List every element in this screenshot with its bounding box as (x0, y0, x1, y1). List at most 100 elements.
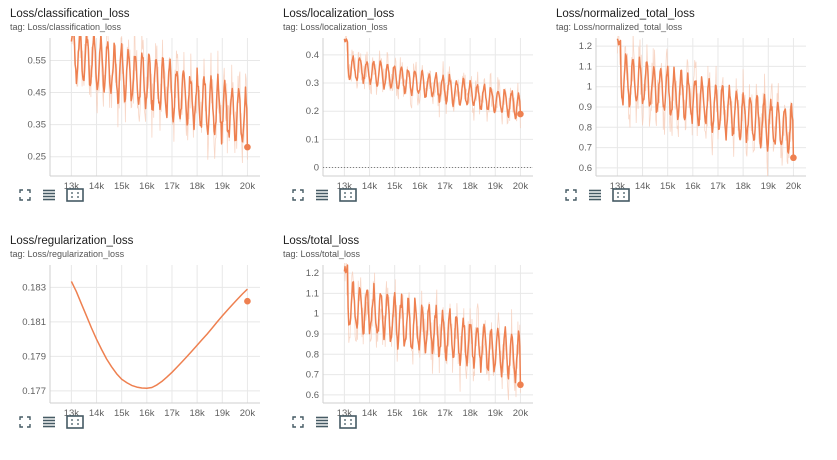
fullscreen-icon[interactable] (291, 415, 305, 429)
x-tick-label: 15k (660, 181, 676, 192)
line-chart[interactable]: 0.177 0.179 0.181 0.183 13k 14k 15k 16k 17k 18k 19… (10, 263, 268, 419)
x-tick-label: 14k (362, 408, 378, 419)
fit-domain-icon[interactable] (612, 188, 630, 202)
y-tick-label: 1.1 (579, 61, 592, 72)
fullscreen-icon[interactable] (18, 188, 32, 202)
y-tick-label: 0.8 (579, 122, 592, 133)
x-tick-label: 20k (240, 408, 256, 419)
x-tick-label: 20k (513, 408, 529, 419)
y-tick-label: 0.9 (306, 329, 319, 340)
y-tick-label: 0.35 (28, 120, 47, 131)
smoothed-series-line (616, 38, 795, 158)
x-tick-label: 15k (114, 181, 130, 192)
x-tick-label: 16k (139, 181, 155, 192)
x-tick-label: 16k (139, 408, 155, 419)
x-tick-label: 15k (387, 181, 403, 192)
x-tick-label: 17k (710, 181, 726, 192)
x-tick-label: 13k (337, 181, 353, 192)
y-tick-label: 0.7 (579, 143, 592, 154)
x-tick-label: 13k (610, 181, 626, 192)
y-tick-label: 0.8 (306, 349, 319, 360)
chart-card: Loss/classification_loss tag: Loss/classi… (10, 8, 278, 233)
line-chart[interactable]: 0 0.1 0.2 0.3 0.4 13k 14k 15k 16k 17k 18k 19k 20k (283, 36, 541, 192)
chart-card: Loss/total_loss tag: Loss/total_loss 0.6 0.… (283, 235, 551, 460)
x-tick-label: 15k (114, 408, 130, 419)
last-value-point[interactable] (244, 143, 251, 151)
y-tick-label: 0.181 (22, 317, 46, 328)
x-tick-label: 17k (164, 408, 180, 419)
last-value-point[interactable] (790, 154, 797, 162)
chart-tag: tag: Loss/normalized_total_loss (556, 22, 683, 32)
y-tick-label: 0.6 (306, 390, 319, 401)
line-chart[interactable]: 0.25 0.35 0.45 0.55 13k 14k 15k 16k 17k 18k 19k 20k (10, 36, 268, 192)
chart-card: Loss/localization_loss tag: Loss/localiza… (283, 8, 551, 233)
data-table-icon[interactable] (42, 415, 56, 429)
chart-title: Loss/regularization_loss (10, 235, 134, 247)
y-tick-label: 0.183 (22, 282, 46, 293)
x-tick-label: 13k (64, 181, 80, 192)
x-tick-label: 13k (337, 408, 353, 419)
line-chart[interactable]: 0.6 0.7 0.8 0.9 1 1.1 1.2 13k 14k 15k 16k 17k 18k 19k… (556, 36, 814, 192)
x-tick-label: 15k (387, 408, 403, 419)
y-tick-label: 0.25 (28, 152, 47, 163)
data-table-icon[interactable] (588, 188, 602, 202)
x-tick-label: 17k (164, 181, 180, 192)
x-tick-label: 13k (64, 408, 80, 419)
y-tick-label: 1 (314, 309, 319, 320)
chart-title: Loss/localization_loss (283, 8, 395, 20)
x-tick-label: 16k (412, 181, 428, 192)
x-tick-label: 18k (189, 181, 205, 192)
data-table-icon[interactable] (315, 415, 329, 429)
y-tick-label: 1 (587, 82, 592, 93)
last-value-point[interactable] (244, 297, 251, 305)
fullscreen-icon[interactable] (564, 188, 578, 202)
last-value-point[interactable] (517, 110, 524, 118)
y-tick-label: 0.6 (579, 163, 592, 174)
fullscreen-icon[interactable] (291, 188, 305, 202)
x-tick-label: 18k (735, 181, 751, 192)
x-tick-label: 19k (761, 181, 777, 192)
x-tick-label: 17k (437, 408, 453, 419)
chart-tag: tag: Loss/localization_loss (283, 22, 388, 32)
smoothed-series-line (343, 264, 522, 385)
y-tick-label: 0.1 (306, 134, 319, 145)
chart-tag: tag: Loss/total_loss (283, 249, 361, 259)
raw-series-line (344, 263, 521, 401)
chart-card: Loss/normalized_total_loss tag: Loss/norm… (556, 8, 824, 233)
fit-domain-icon[interactable] (339, 415, 357, 429)
x-tick-label: 19k (215, 408, 231, 419)
smoothed-series-line (70, 36, 249, 148)
smoothed-series-line (70, 281, 248, 390)
x-tick-label: 14k (89, 408, 105, 419)
raw-series-line (344, 36, 521, 129)
x-tick-label: 17k (437, 181, 453, 192)
y-tick-label: 1.2 (579, 41, 592, 52)
line-chart[interactable]: 0.6 0.7 0.8 0.9 1 1.1 1.2 13k 14k 15k 16k 17k 18k 19k… (283, 263, 541, 419)
y-tick-label: 0.7 (306, 370, 319, 381)
data-table-icon[interactable] (315, 188, 329, 202)
x-tick-label: 14k (362, 181, 378, 192)
fullscreen-icon[interactable] (18, 415, 32, 429)
y-tick-label: 1.1 (306, 288, 319, 299)
x-tick-label: 20k (513, 181, 529, 192)
x-tick-label: 14k (635, 181, 651, 192)
x-tick-label: 18k (462, 408, 478, 419)
fit-domain-icon[interactable] (66, 188, 84, 202)
chart-title: Loss/total_loss (283, 235, 360, 247)
x-tick-label: 19k (488, 408, 504, 419)
fit-domain-icon[interactable] (66, 415, 84, 429)
y-tick-label: 0.177 (22, 386, 46, 397)
data-table-icon[interactable] (42, 188, 56, 202)
y-tick-label: 0.2 (306, 106, 319, 117)
smoothed-series-line (343, 38, 522, 120)
x-tick-label: 20k (240, 181, 256, 192)
chart-card: Loss/regularization_loss tag: Loss/regula… (10, 235, 278, 460)
last-value-point[interactable] (517, 381, 524, 389)
x-tick-label: 16k (685, 181, 701, 192)
chart-title: Loss/classification_loss (10, 8, 130, 20)
fit-domain-icon[interactable] (339, 188, 357, 202)
x-tick-label: 20k (786, 181, 802, 192)
x-tick-label: 18k (189, 408, 205, 419)
y-tick-label: 1.2 (306, 268, 319, 279)
x-tick-label: 14k (89, 181, 105, 192)
